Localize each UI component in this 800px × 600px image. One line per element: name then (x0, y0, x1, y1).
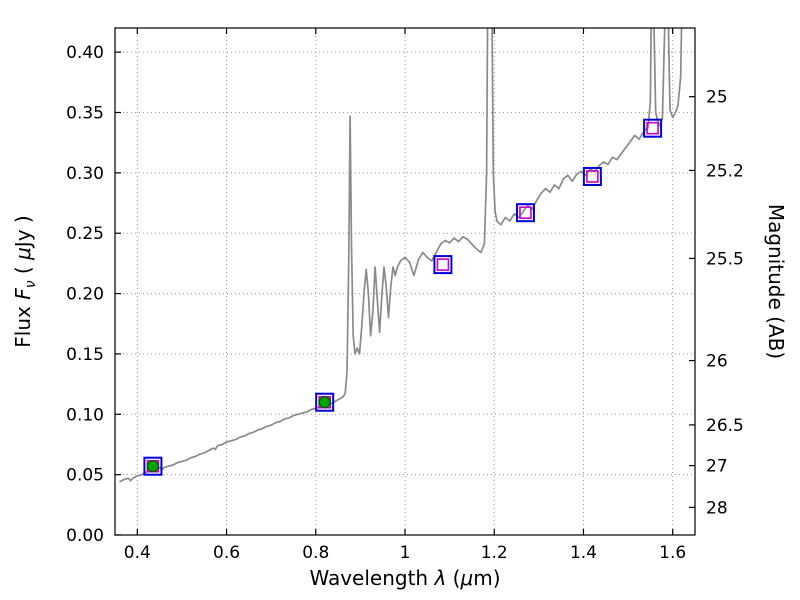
x-tick-label: 0.8 (302, 543, 329, 563)
y-right-tick-label: 25.5 (706, 249, 744, 269)
observed-green-points (146, 396, 331, 473)
tick-labels: 0.4 0.6 0.8 1 1.2 1.4 1.6 0.00 0.05 0.10 0.15 0.20 0… (66, 43, 744, 563)
photometry-point (315, 392, 335, 412)
y-left-tick-label: 0.10 (66, 405, 104, 425)
photometry-point (433, 255, 453, 275)
gridlines (115, 28, 695, 535)
y-right-tick-label: 26 (706, 352, 728, 372)
photometry-point (646, 121, 659, 135)
y-right-tick-label: 27 (706, 457, 728, 477)
x-tick-label: 1.6 (659, 543, 686, 563)
photometry-point (146, 460, 160, 473)
photometry-blue-squares (143, 118, 663, 476)
x-tick-label: 1.2 (481, 543, 508, 563)
photometry-point (515, 203, 535, 223)
photometry-point (436, 258, 450, 271)
x-tick-label: 1 (400, 543, 411, 563)
y-left-tick-label: 0.30 (66, 164, 104, 184)
y-axis-label-right: Magnitude (AB) (764, 204, 788, 359)
y-left-tick-label: 0.05 (66, 466, 104, 486)
y-left-tick-label: 0.25 (66, 224, 104, 244)
y-axis-label-left: Flux Fν ( μJy ) (11, 215, 39, 347)
photometry-point (318, 396, 331, 409)
photometry-point (582, 166, 602, 186)
x-tick-label: 0.6 (213, 543, 240, 563)
y-left-tick-label: 0.35 (66, 104, 104, 124)
x-tick-label: 0.4 (124, 543, 151, 563)
photometry-point (586, 170, 599, 183)
x-axis-label: Wavelength λ (μm) (309, 566, 500, 590)
y-left-tick-label: 0.40 (66, 43, 104, 63)
y-right-tick-label: 25 (706, 88, 728, 108)
photometry-point (643, 118, 663, 138)
x-tick-label: 1.4 (570, 543, 597, 563)
y-right-tick-label: 25.2 (706, 161, 744, 181)
y-left-tick-label: 0.20 (66, 285, 104, 305)
y-left-tick-label: 0.00 (66, 526, 104, 546)
y-left-tick-label: 0.15 (66, 345, 104, 365)
spectrum-line (119, 28, 683, 483)
y-right-tick-label: 26.5 (706, 416, 744, 436)
spectrum-line-group (119, 28, 683, 483)
photometry-point (519, 206, 532, 219)
y-right-tick-label: 28 (706, 498, 728, 518)
axis-ticks (115, 28, 695, 536)
photometry-point (143, 456, 163, 476)
